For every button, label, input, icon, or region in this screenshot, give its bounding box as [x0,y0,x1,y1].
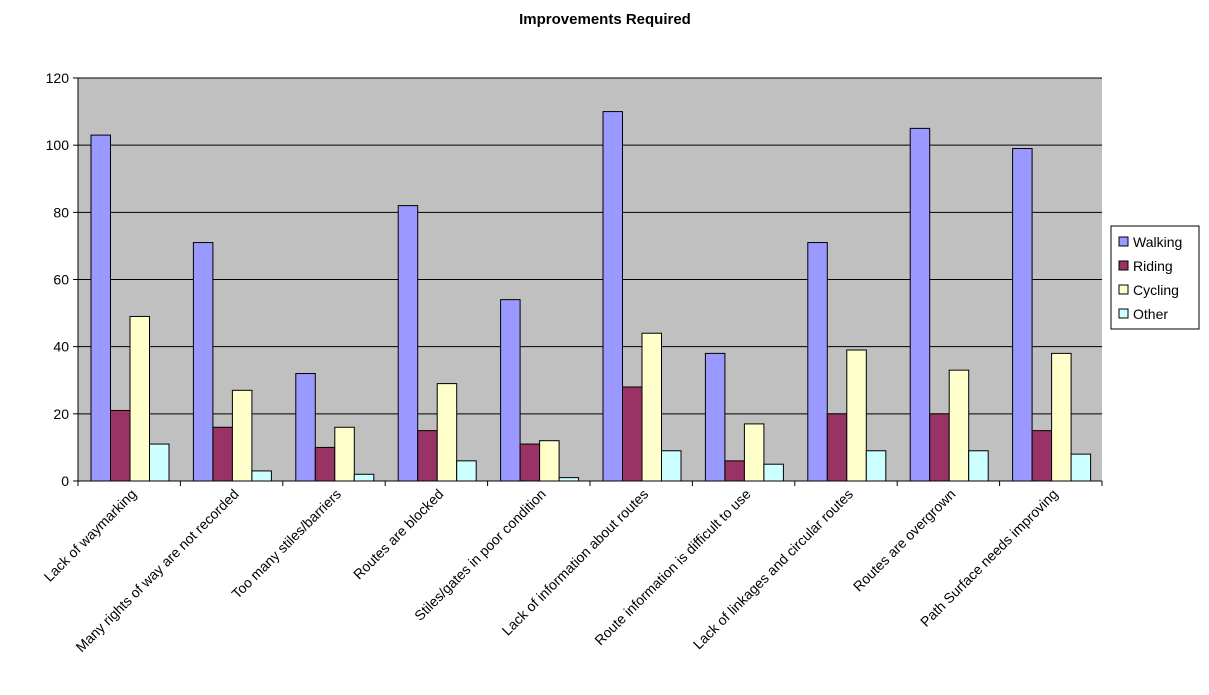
bar-riding-8 [826,413,848,482]
legend: Walking Riding Cycling Other [1110,225,1200,330]
bar-cycling-5 [539,440,560,482]
legend-swatch-walking [1118,236,1129,247]
bar-riding-4 [417,430,438,482]
bar-cycling-8 [846,349,867,482]
bar-walking-10 [1012,148,1033,482]
x-category-label: Routes are overgrown [850,486,959,595]
chart-title: Improvements Required [519,11,691,28]
y-axis-ticks: 0 20 40 60 80 100 120 [46,70,78,489]
legend-label-riding: Riding [1133,258,1173,274]
legend-label-cycling: Cycling [1133,282,1179,298]
bar-riding-1 [110,409,131,482]
y-tick-label: 0 [61,473,69,489]
bar-walking-8 [807,242,828,482]
bar-walking-7 [704,352,726,482]
bar-walking-2 [192,242,214,482]
bar-other-6 [661,450,682,482]
bar-riding-5 [519,443,541,482]
bar-cycling-2 [231,389,253,482]
bar-cycling-6 [641,332,662,482]
bar-riding-2 [212,426,233,482]
bar-riding-6 [622,386,643,482]
bars [90,111,1092,482]
bar-walking-3 [295,373,316,482]
bar-other-4 [456,460,477,482]
y-tick-label: 120 [46,70,70,86]
x-category-label: Lack of waymarking [41,486,140,585]
bar-walking-9 [909,127,931,482]
bar-walking-1 [90,134,111,482]
bar-walking-6 [602,111,623,482]
bar-other-9 [968,450,989,482]
x-category-label: Many rights of way are not recorded [72,486,241,655]
bar-riding-7 [724,460,745,482]
x-category-label: Too many stiles/barriers [228,486,344,602]
bar-other-5 [558,477,580,482]
x-category-label: Lack of linkages and circular routes [690,486,856,652]
legend-label-walking: Walking [1133,234,1182,250]
y-tick-label: 20 [53,406,69,422]
legend-swatch-other [1118,308,1129,319]
bar-cycling-7 [743,423,765,482]
y-tick-label: 80 [53,204,69,220]
bar-cycling-1 [129,315,150,482]
bar-other-1 [149,443,170,482]
y-tick-label: 40 [53,339,69,355]
bar-cycling-3 [334,426,355,482]
bar-walking-5 [500,299,521,482]
y-tick-label: 100 [46,137,70,153]
bar-riding-3 [314,446,336,482]
y-tick-label: 60 [53,272,69,288]
bar-cycling-10 [1051,352,1072,482]
bar-other-8 [865,450,887,482]
legend-label-other: Other [1133,306,1168,322]
bar-walking-4 [397,205,419,482]
x-category-label: Routes are blocked [350,486,447,583]
bar-cycling-4 [436,383,458,482]
legend-swatch-cycling [1118,284,1129,295]
bar-other-10 [1070,453,1092,482]
bar-other-3 [353,473,375,482]
bar-riding-10 [1031,430,1053,482]
bar-other-2 [251,470,272,482]
bar-other-7 [763,463,784,482]
legend-swatch-riding [1118,260,1129,271]
bar-riding-9 [929,413,950,482]
bar-cycling-9 [948,369,970,482]
